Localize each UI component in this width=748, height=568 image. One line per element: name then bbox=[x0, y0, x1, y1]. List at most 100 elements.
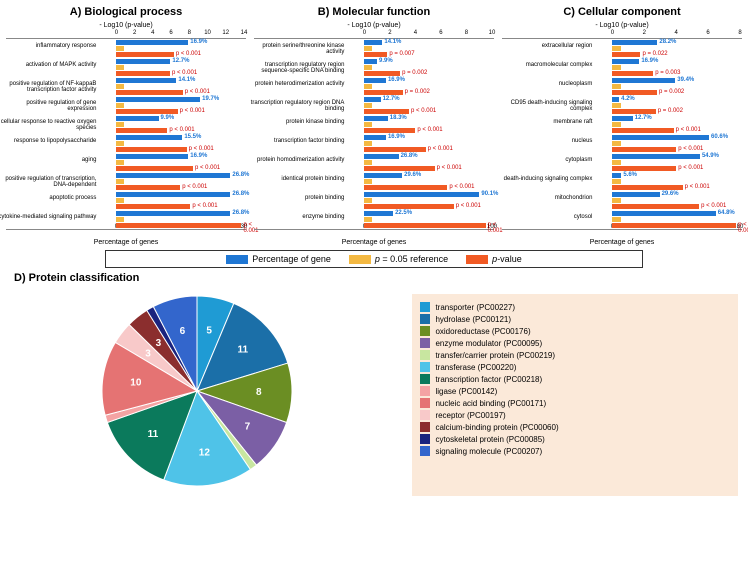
bar-group: 26.8%p < 0.001 bbox=[364, 154, 492, 171]
pie-legend-label: transfer/carrier protein (PC00219) bbox=[435, 351, 555, 360]
row-label: transcription regulatory region DNA bind… bbox=[244, 100, 344, 112]
row-label: protein binding bbox=[244, 195, 344, 201]
bar-group: 90.1%p < 0.001 bbox=[364, 192, 492, 209]
pie-legend-item: calcium-binding protein (PC00060) bbox=[420, 422, 730, 432]
tick: 8 bbox=[188, 30, 191, 36]
slice-value: 5 bbox=[207, 326, 213, 337]
pval-text: p < 0.001 bbox=[456, 203, 481, 209]
pval-text: p < 0.001 bbox=[678, 165, 703, 171]
pval-text: p < 0.001 bbox=[180, 108, 205, 114]
row-label: extracellular region bbox=[492, 43, 592, 49]
pie-chart: 51187121110336 bbox=[57, 286, 357, 496]
pct-bar bbox=[116, 97, 200, 102]
pct-bar bbox=[612, 173, 621, 178]
pval-text: p < 0.001 bbox=[192, 203, 217, 209]
pct-value: 22.5% bbox=[395, 210, 412, 216]
row-label: enzyme binding bbox=[244, 214, 344, 220]
pval-text: p < 0.001 bbox=[437, 165, 462, 171]
pct-bar bbox=[612, 59, 639, 64]
row-label: protein heterodimerization activity bbox=[244, 81, 344, 87]
pval-bar bbox=[364, 204, 453, 209]
tick: 8 bbox=[738, 30, 741, 36]
pie-legend-item: enzyme modulator (PC00095) bbox=[420, 338, 730, 348]
row-label: nucleoplasm bbox=[492, 81, 592, 87]
bar-row: cytokine-mediated signaling pathway26.8%… bbox=[6, 210, 246, 229]
ref-bar bbox=[364, 46, 372, 51]
pval-bar bbox=[612, 90, 657, 95]
row-label: positive regulation of transcription, DN… bbox=[0, 176, 96, 188]
pct-bar bbox=[116, 40, 188, 45]
pval-text: p < 0.001 bbox=[185, 89, 210, 95]
ref-bar bbox=[116, 46, 124, 51]
ref-bar bbox=[364, 141, 372, 146]
row-label: cytosol bbox=[492, 214, 592, 220]
slice-value: 7 bbox=[245, 422, 251, 433]
panel-c-title: C) Cellular component bbox=[498, 6, 746, 18]
row-label: transcription regulatory region sequence… bbox=[244, 62, 344, 74]
pval-bar bbox=[364, 90, 402, 95]
bar-row: protein heterodimerization activity16.9%… bbox=[254, 77, 494, 96]
pval-text: p < 0.001 bbox=[417, 127, 442, 133]
pct-value: 14.1% bbox=[178, 77, 195, 83]
pct-bar bbox=[364, 59, 377, 64]
pval-text: p < 0.001 bbox=[172, 70, 197, 76]
pct-bar bbox=[612, 192, 659, 197]
bar-group: 39.4%p = 0.002 bbox=[612, 78, 740, 95]
bar-row: transcription factor binding16.9%p < 0.0… bbox=[254, 134, 494, 153]
tick: 0 bbox=[115, 30, 118, 36]
row-label: membrane raft bbox=[492, 119, 592, 125]
pval-bar bbox=[116, 71, 170, 76]
legend-pval: p-value bbox=[466, 254, 522, 264]
bar-row: protein serine/threonine kinase activity… bbox=[254, 39, 494, 58]
ref-bar bbox=[612, 65, 621, 70]
ref-bar bbox=[364, 198, 372, 203]
pct-value: 16.9% bbox=[388, 77, 405, 83]
slice-value: 3 bbox=[146, 348, 152, 359]
pie-legend-swatch bbox=[420, 422, 430, 432]
legend-pct: Percentage of gene bbox=[226, 254, 331, 264]
bar-group: 28.2%p = 0.022 bbox=[612, 40, 740, 57]
pct-value: 54.9% bbox=[702, 153, 719, 159]
pct-value: 29.6% bbox=[404, 172, 421, 178]
pval-text: p < 0.001 bbox=[428, 146, 453, 152]
row-label: identical protein binding bbox=[244, 176, 344, 182]
pie-legend-label: transferase (PC00220) bbox=[435, 363, 516, 372]
pct-bar bbox=[116, 135, 182, 140]
pval-text: p = 0.002 bbox=[402, 70, 427, 76]
pval-text: p < 0.001 bbox=[411, 108, 436, 114]
tick: 4 bbox=[151, 30, 154, 36]
row-label: inflammatory response bbox=[0, 43, 96, 49]
top-ticks: 02468101214 bbox=[116, 30, 244, 38]
bar-group: 19.7%p < 0.001 bbox=[116, 97, 244, 114]
pct-bar bbox=[364, 173, 402, 178]
ref-bar bbox=[612, 179, 621, 184]
bar-row: positive regulation of NF-kappaB transcr… bbox=[6, 77, 246, 96]
ref-bar bbox=[364, 179, 372, 184]
pie-legend-label: cytoskeletal protein (PC00085) bbox=[435, 435, 544, 444]
pct-value: 16.9% bbox=[388, 134, 405, 140]
pct-bar bbox=[116, 211, 230, 216]
bar-group: 26.8%p < 0.001 bbox=[116, 211, 244, 228]
bottom-axis-label: Percentage of genes bbox=[502, 239, 742, 246]
pie-legend-label: enzyme modulator (PC00095) bbox=[435, 339, 542, 348]
pct-bar bbox=[116, 154, 188, 159]
tick: 2 bbox=[133, 30, 136, 36]
ref-bar bbox=[612, 103, 621, 108]
bar-row: positive regulation of gene expression19… bbox=[6, 96, 246, 115]
row-label: nucleus bbox=[492, 138, 592, 144]
pct-bar bbox=[364, 192, 479, 197]
pct-bar bbox=[612, 116, 632, 121]
pct-value: 60.6% bbox=[711, 134, 728, 140]
pie-title: D) Protein classification bbox=[14, 272, 408, 284]
pie-legend-item: hydrolase (PC00121) bbox=[420, 314, 730, 324]
pct-value: 5.6% bbox=[623, 172, 637, 178]
top-axis-label: - Log10 (p-value) bbox=[502, 22, 742, 29]
tick: 10 bbox=[489, 30, 496, 36]
bar-group: 60.6%p < 0.001 bbox=[612, 135, 740, 152]
pval-bar bbox=[612, 204, 699, 209]
ref-bar bbox=[364, 84, 372, 89]
bar-group: 12.7%p < 0.001 bbox=[364, 97, 492, 114]
slice-value: 3 bbox=[156, 338, 162, 349]
bar-row: inflammatory response16.9%p < 0.001 bbox=[6, 39, 246, 58]
bar-group: 12.7%p < 0.001 bbox=[116, 59, 244, 76]
